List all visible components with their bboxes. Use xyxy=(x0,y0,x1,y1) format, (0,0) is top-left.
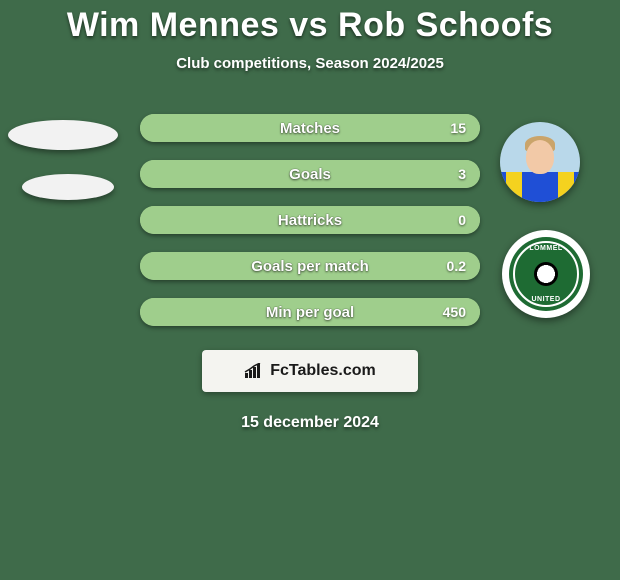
club-badge: LOMMEL UNITED xyxy=(502,230,590,318)
player-right-avatar xyxy=(500,122,580,202)
stat-bar-row: Matches15 xyxy=(140,114,480,142)
stat-bar-row: Goals per match0.2 xyxy=(140,252,480,280)
brand-chart-icon xyxy=(244,363,264,379)
stat-bar-row: Goals3 xyxy=(140,160,480,188)
stat-bar-row: Min per goal450 xyxy=(140,298,480,326)
club-badge-top-text: LOMMEL xyxy=(509,245,583,252)
page-title: Wim Mennes vs Rob Schoofs xyxy=(0,6,620,45)
subtitle: Club competitions, Season 2024/2025 xyxy=(0,55,620,72)
club-badge-bottom-text: UNITED xyxy=(509,296,583,303)
brand-text: FcTables.com xyxy=(270,362,376,380)
stat-bar-row: Hattricks0 xyxy=(140,206,480,234)
placeholder-ellipse xyxy=(8,120,118,150)
placeholder-ellipse xyxy=(22,174,114,200)
brand-box: FcTables.com xyxy=(202,350,418,392)
player-left-placeholder xyxy=(8,120,118,200)
date-text: 15 december 2024 xyxy=(0,414,620,432)
content-root: Wim Mennes vs Rob Schoofs Club competiti… xyxy=(0,0,620,580)
stat-bars: Matches15 Goals3 Hattricks0 Goals per match… xyxy=(140,114,480,326)
